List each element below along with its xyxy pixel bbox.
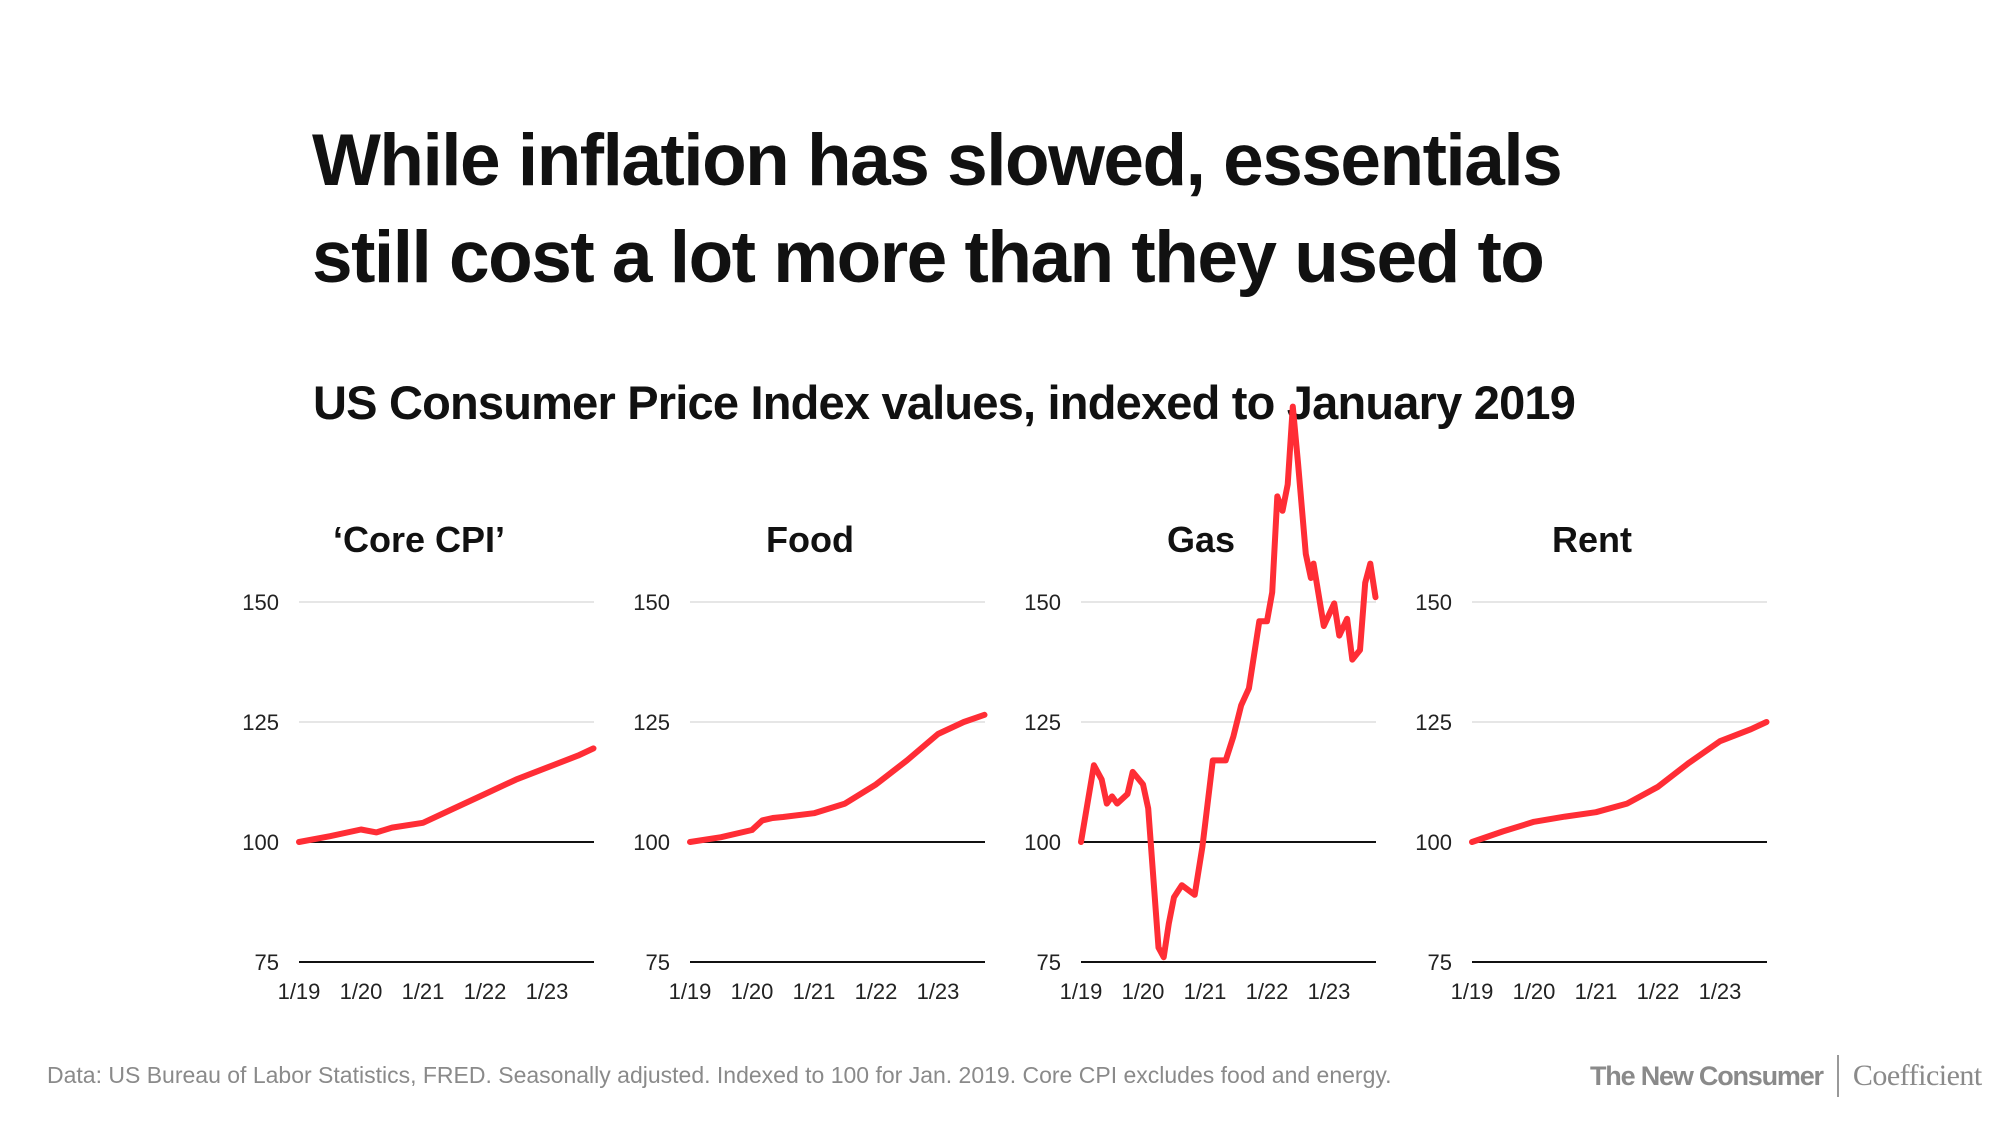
panel-title-food: Food [766,519,854,560]
source-note: Data: US Bureau of Labor Statistics, FRE… [47,1062,1392,1088]
x-tick-label: 1/20 [1513,979,1556,1004]
headline-line-1: While inflation has slowed, essentials [312,120,1563,201]
panel-title-gas: Gas [1167,519,1235,560]
y-tick-label: 100 [633,830,670,855]
logo-divider [1836,1055,1839,1097]
y-tick-label: 125 [633,710,670,735]
y-tick-label: 125 [242,710,279,735]
x-tick-label: 1/21 [793,979,836,1004]
y-tick-label: 75 [646,950,670,975]
x-tick-label: 1/22 [855,979,898,1004]
y-tick-label: 150 [242,590,279,615]
headline-line-2: still cost a lot more than they used to [312,217,1545,298]
y-tick-label: 75 [1037,950,1061,975]
y-tick-label: 150 [1024,590,1061,615]
x-tick-label: 1/23 [1699,979,1742,1004]
x-tick-label: 1/19 [278,979,321,1004]
x-tick-label: 1/22 [464,979,507,1004]
x-tick-label: 1/22 [1637,979,1680,1004]
y-tick-label: 125 [1415,710,1452,735]
chart-subtitle: US Consumer Price Index values, indexed … [313,376,1576,429]
y-tick-label: 150 [633,590,670,615]
series-line-core-cpi [296,745,597,845]
x-tick-label: 1/23 [917,979,960,1004]
x-tick-label: 1/19 [669,979,712,1004]
y-tick-label: 75 [255,950,279,975]
y-tick-label: 100 [1415,830,1452,855]
y-tick-label: 75 [1428,950,1452,975]
logo-coefficient: Coefficient [1852,1059,1982,1092]
x-tick-label: 1/21 [402,979,445,1004]
panel-title-rent: Rent [1552,519,1632,560]
logos: The New Consumer Coefficient [1590,1055,1982,1097]
x-tick-label: 1/21 [1184,979,1227,1004]
x-tick-label: 1/20 [340,979,383,1004]
y-tick-label: 100 [242,830,279,855]
x-tick-label: 1/22 [1246,979,1289,1004]
headline: While inflation has slowed, essentials st… [312,112,1563,306]
x-tick-label: 1/23 [526,979,569,1004]
y-tick-label: 100 [1024,830,1061,855]
x-tick-label: 1/20 [731,979,774,1004]
y-tick-label: 150 [1415,590,1452,615]
x-tick-label: 1/20 [1122,979,1165,1004]
logo-the-new-consumer: The New Consumer [1590,1060,1824,1091]
x-tick-label: 1/19 [1060,979,1103,1004]
series-line-food [687,711,988,845]
series-line-gas [1078,403,1379,961]
x-tick-label: 1/21 [1575,979,1618,1004]
panel-title-core-cpi: ‘Core CPI’ [333,519,505,560]
y-tick-label: 125 [1024,710,1061,735]
x-tick-label: 1/19 [1451,979,1494,1004]
x-tick-label: 1/23 [1308,979,1351,1004]
series-line-rent [1469,719,1770,845]
